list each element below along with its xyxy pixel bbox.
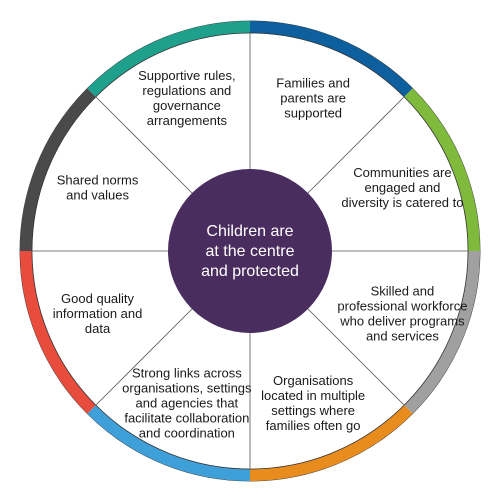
segment-label-line: families often go <box>266 418 361 433</box>
center-label-line: Children are <box>206 223 293 240</box>
segment-label-line: facilitate collaboration <box>124 410 249 425</box>
segment-label-line: Organisations <box>273 373 354 388</box>
segment-label-line: data <box>85 321 111 336</box>
center-label-line: and protected <box>201 263 299 280</box>
segment-label-line: and values <box>66 187 129 202</box>
center-label-line: at the centre <box>206 243 295 260</box>
segment-label-line: who deliver programs <box>339 314 465 329</box>
segment-label-7: Supportive rules,regulations andgovernan… <box>138 68 236 128</box>
segment-label-line: professional workforce <box>337 299 467 314</box>
segment-label-4: Strong links acrossorganisations, settin… <box>122 365 252 440</box>
segment-label-line: Supportive rules, <box>138 68 236 83</box>
segment-label-line: Communities are <box>353 165 451 180</box>
segment-label-line: regulations and <box>142 83 231 98</box>
segment-label-line: Strong links across <box>132 365 242 380</box>
segment-label-line: engaged and <box>364 180 440 195</box>
segment-label-line: diversity is catered to <box>341 195 463 210</box>
segment-label-line: supported <box>284 106 342 121</box>
segment-label-line: located in multiple <box>261 388 365 403</box>
segment-label-line: and coordination <box>139 425 235 440</box>
segment-label-line: governance <box>153 98 221 113</box>
segment-label-line: information and <box>53 306 143 321</box>
segment-label-line: and services <box>366 329 439 344</box>
segment-label-line: organisations, settings <box>122 380 252 395</box>
segment-label-6: Shared normsand values <box>57 172 139 202</box>
segment-label-line: and agencies that <box>136 395 239 410</box>
radial-wheel-diagram: Families andparents aresupported Communit… <box>0 0 501 502</box>
segment-label-line: Families and <box>276 76 350 91</box>
segment-label-0: Families andparents aresupported <box>276 76 350 121</box>
segment-label-line: arrangements <box>147 113 228 128</box>
segment-label-line: Skilled and <box>371 284 435 299</box>
segment-label-line: parents are <box>280 91 346 106</box>
segment-label-line: Shared norms <box>57 172 139 187</box>
segment-label-line: Good quality <box>61 291 134 306</box>
segment-label-line: settings where <box>271 403 355 418</box>
segment-label-3: Organisationslocated in multiplesettings… <box>261 373 365 433</box>
